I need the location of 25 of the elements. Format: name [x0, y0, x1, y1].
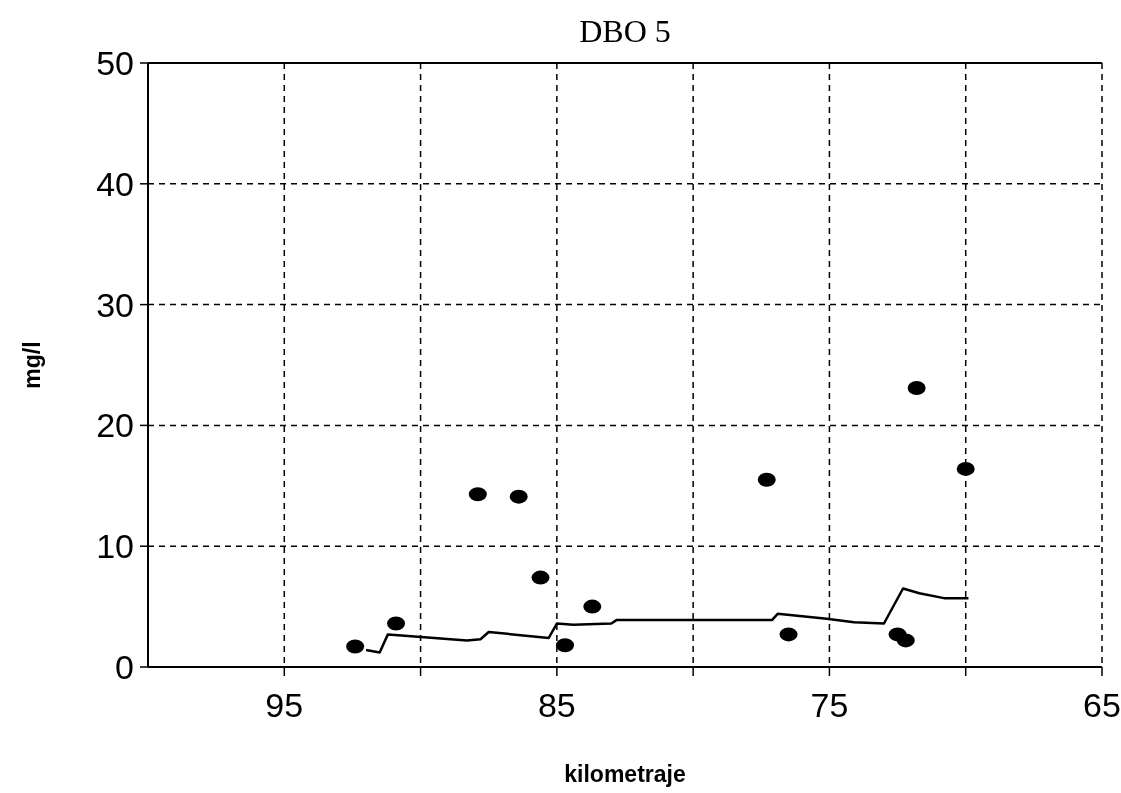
point — [956, 461, 975, 476]
point — [907, 380, 926, 395]
point — [896, 633, 915, 648]
point — [757, 472, 776, 487]
y-tick-label: 0 — [115, 648, 134, 686]
x-tick-label: 95 — [265, 686, 304, 724]
y-tick-label: 20 — [96, 406, 134, 445]
point — [346, 639, 365, 654]
point — [583, 599, 602, 614]
point — [468, 487, 487, 502]
x-tick-label: 75 — [810, 686, 849, 724]
y-tick-label: 50 — [96, 44, 134, 82]
point — [779, 627, 798, 642]
chart-title: DBO 5 — [579, 13, 671, 49]
point — [531, 570, 550, 585]
x-axis-title: kilometraje — [564, 761, 686, 787]
y-tick-label: 10 — [96, 527, 134, 566]
point — [387, 616, 406, 631]
point — [509, 489, 528, 504]
x-tick-label: 65 — [1083, 686, 1121, 724]
y-tick-label: 40 — [96, 164, 134, 203]
y-axis-title: mg/l — [19, 341, 45, 389]
point — [556, 638, 575, 653]
y-tick-label: 30 — [96, 285, 134, 324]
x-tick-label: 85 — [537, 686, 576, 724]
